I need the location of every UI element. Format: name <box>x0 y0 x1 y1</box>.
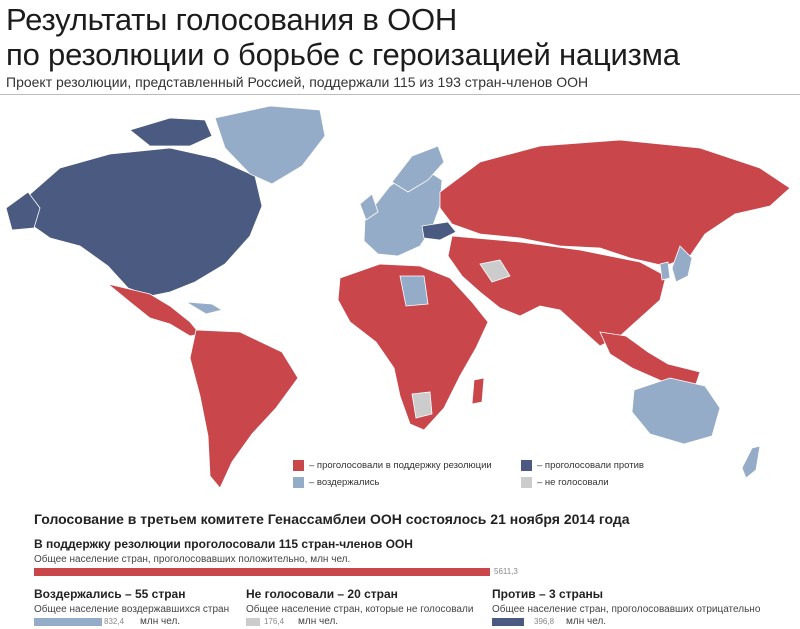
legend-not-voted: – не голосовали <box>521 477 609 488</box>
region-japan <box>671 245 693 283</box>
region-russia <box>439 139 791 267</box>
region-africa-abstain <box>399 275 429 307</box>
vote-date-heading: Голосование в третьем комитете Генассамб… <box>34 511 630 527</box>
against-population-value: 396,8 <box>534 617 555 626</box>
against-subtitle: Общее население стран, проголосовавших о… <box>492 604 761 615</box>
region-central-asia-not-voted <box>479 259 511 283</box>
against-population-bar <box>492 618 524 626</box>
legend-support-swatch <box>293 460 304 471</box>
not-voted-subtitle: Общее население стран, которые не голосо… <box>246 604 474 615</box>
support-population-bar <box>34 568 490 576</box>
legend-not-voted-swatch <box>521 477 532 488</box>
abstain-subtitle: Общее население воздержавшихся стран <box>34 604 230 615</box>
legend-not-voted-label: – не голосовали <box>537 477 609 488</box>
region-british-isles <box>359 193 379 221</box>
not-voted-population-bar <box>246 618 260 626</box>
not-voted-unit: млн чел. <box>298 616 339 627</box>
region-arctic-islands <box>129 117 213 147</box>
abstain-unit: млн чел. <box>140 616 181 627</box>
region-new-zealand <box>741 445 761 479</box>
region-madagascar <box>471 377 485 405</box>
region-korea <box>659 261 671 281</box>
against-title: Против – 3 страны <box>492 587 604 601</box>
region-south-america <box>189 329 299 489</box>
region-greenland <box>214 105 326 185</box>
region-australia <box>631 377 721 445</box>
support-subtitle: Общее население стран, проголосовавших п… <box>34 554 351 565</box>
map-title-line-2: по резолюции о борьбе с героизацией наци… <box>6 37 680 72</box>
legend-abstain-swatch <box>293 477 304 488</box>
legend-against-label: – проголосовали против <box>537 460 644 471</box>
legend-support-label: – проголосовали в поддержку резолюции <box>309 460 492 471</box>
header-divider <box>0 94 800 95</box>
region-southeast-asia <box>599 331 701 385</box>
region-alaska <box>5 191 41 231</box>
abstain-population-bar <box>34 618 102 626</box>
not-voted-population-value: 176,4 <box>264 617 285 626</box>
world-map <box>5 105 791 489</box>
support-population-value: 5611,3 <box>494 567 518 576</box>
region-africa <box>337 263 489 431</box>
map-title: Результаты голосования в ООН по резолюци… <box>6 2 796 72</box>
against-unit: млн чел. <box>566 616 607 627</box>
map-subtitle: Проект резолюции, представленный Россией… <box>6 74 589 90</box>
region-ukraine <box>421 221 457 241</box>
legend-abstain-label: – воздержались <box>309 477 380 488</box>
abstain-population-value: 832,4 <box>104 617 125 626</box>
support-title: В поддержку резолюции проголосовали 115 … <box>34 537 413 551</box>
legend-abstain: – воздержались <box>293 477 380 488</box>
legend-against-swatch <box>521 460 532 471</box>
legend-support: – проголосовали в поддержку резолюции <box>293 460 492 471</box>
legend-against: – проголосовали против <box>521 460 644 471</box>
not-voted-title: Не голосовали – 20 стран <box>246 587 398 601</box>
region-scandinavia <box>391 145 445 193</box>
region-africa-not-voted <box>411 391 433 419</box>
region-north-america <box>27 147 263 297</box>
region-caribbean <box>185 301 224 315</box>
map-title-line-1: Результаты голосования в ООН <box>6 2 458 37</box>
abstain-title: Воздержались – 55 стран <box>34 587 186 601</box>
